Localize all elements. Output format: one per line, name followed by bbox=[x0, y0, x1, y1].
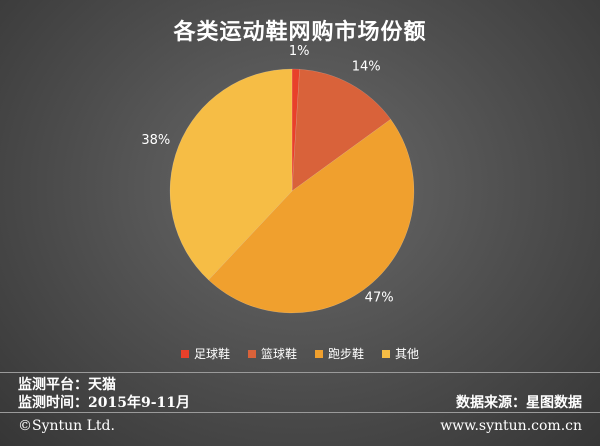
legend-item-running-shoes: 跑步鞋 bbox=[315, 345, 364, 362]
legend-item-basketball-shoes: 篮球鞋 bbox=[247, 345, 297, 362]
period-text: 监测时间：2015年9-11月 bbox=[18, 395, 190, 411]
source-text: 数据来源：星图数据 bbox=[456, 395, 582, 411]
legend-label-running-shoes: 跑步鞋 bbox=[328, 347, 365, 361]
footer-divider-bottom bbox=[0, 412, 600, 413]
slice-label-football-shoes: 1% bbox=[289, 44, 310, 59]
legend-swatch-football-shoes bbox=[180, 349, 189, 358]
website-text: www.syntun.com.cn bbox=[440, 418, 582, 434]
legend-item-football-shoes: 足球鞋 bbox=[180, 345, 230, 362]
legend-item-other: 其他 bbox=[382, 345, 419, 362]
slice-label-basketball-shoes: 14% bbox=[352, 59, 381, 74]
pie-slice-running-shoes bbox=[208, 118, 415, 314]
pie-slice-football-shoes bbox=[291, 68, 300, 192]
slice-label-running-shoes: 47% bbox=[365, 290, 394, 305]
pie-slice-other bbox=[169, 68, 293, 281]
legend-swatch-basketball-shoes bbox=[247, 349, 256, 358]
legend-swatch-running-shoes bbox=[315, 349, 323, 358]
copyright-text: ©Syntun Ltd. bbox=[18, 418, 115, 434]
legend: 足球鞋 篮球鞋 跑步鞋 其他 bbox=[0, 345, 600, 362]
legend-swatch-other bbox=[382, 349, 391, 358]
platform-text: 监测平台：天猫 bbox=[18, 377, 116, 393]
chart-title: 各类运动鞋网购市场份额 bbox=[173, 20, 427, 45]
legend-label-basketball-shoes: 篮球鞋 bbox=[260, 347, 297, 361]
legend-label-football-shoes: 足球鞋 bbox=[193, 347, 230, 361]
pie-slice-basketball-shoes bbox=[291, 68, 392, 192]
legend-label-other: 其他 bbox=[395, 347, 420, 361]
footer-divider-top bbox=[0, 372, 600, 373]
slice-label-other: 38% bbox=[141, 133, 170, 148]
